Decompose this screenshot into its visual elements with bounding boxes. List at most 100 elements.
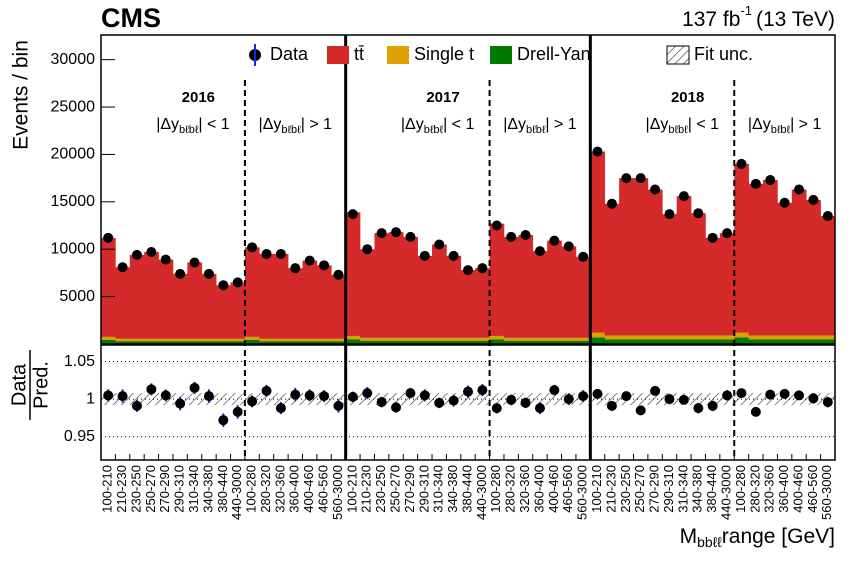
data-point xyxy=(160,254,171,265)
bar-segment xyxy=(417,340,433,344)
bar-segment xyxy=(216,341,231,344)
x-tick-label: 310-340 xyxy=(431,465,446,513)
bar-segment xyxy=(446,340,462,344)
legend-swatch xyxy=(387,46,409,64)
fit-unc-band xyxy=(647,393,663,406)
ratio-point xyxy=(290,389,301,400)
bar-segment xyxy=(244,247,260,337)
data-point xyxy=(419,250,430,261)
x-tick-label: 280-320 xyxy=(747,465,762,513)
bar-segment xyxy=(662,339,677,344)
bar-segment xyxy=(302,338,318,342)
y-tick-label: 5000 xyxy=(59,288,95,305)
bar-segment xyxy=(806,339,821,344)
ratio-label-bottom: Pred. xyxy=(30,361,52,409)
ratio-point xyxy=(549,385,560,396)
bar-segment xyxy=(374,337,390,341)
bar-segment xyxy=(172,338,188,342)
bar-segment xyxy=(158,259,174,339)
ratio-point xyxy=(794,390,805,401)
region-label: |Δybℓbℓ| > 1 xyxy=(259,116,333,136)
bar-segment xyxy=(662,214,677,336)
bar-segment xyxy=(575,337,591,341)
x-tick-label: 270-290 xyxy=(157,465,172,513)
bar-segment xyxy=(331,274,346,339)
x-tick-label: 100-280 xyxy=(733,465,748,513)
x-tick-label: 100-280 xyxy=(488,465,503,513)
bar-segment xyxy=(101,336,116,340)
x-tick-label: 280-320 xyxy=(503,465,518,513)
fit-unc-band xyxy=(129,393,145,406)
bar-segment xyxy=(532,340,548,344)
bar-segment xyxy=(604,339,620,344)
x-tick-label: 560-3000 xyxy=(575,465,590,520)
data-point xyxy=(707,232,718,243)
region-label-sub: bℓbℓ xyxy=(771,124,791,136)
bar-segment xyxy=(216,338,231,342)
x-tick-label: 440-3000 xyxy=(718,465,733,520)
data-point xyxy=(232,277,243,288)
ratio-point xyxy=(333,400,344,411)
bar-segment xyxy=(316,338,332,342)
ratio-point xyxy=(463,386,473,397)
bar-segment xyxy=(216,285,231,339)
ratio-label-top: Data xyxy=(8,363,30,406)
bar-segment xyxy=(633,178,649,336)
legend-label: Single t xyxy=(414,44,474,64)
fit-unc-band xyxy=(532,393,548,406)
bar-segment xyxy=(719,339,735,344)
bar-segment xyxy=(647,335,663,340)
x-tick-label: 340-380 xyxy=(200,465,215,513)
bar-segment xyxy=(302,260,318,339)
x-tick-label: 230-250 xyxy=(618,465,633,513)
ratio-point xyxy=(362,388,373,399)
bar-segment xyxy=(360,337,375,341)
fit-unc-band xyxy=(460,393,476,406)
bar-segment xyxy=(691,339,706,344)
x-tick-label: 460-560 xyxy=(805,465,820,513)
data-point xyxy=(808,194,819,205)
bar-segment xyxy=(475,268,490,338)
region-label-sub: bℓbℓ xyxy=(526,124,546,136)
data-point xyxy=(146,247,157,258)
bar-segment xyxy=(633,339,649,344)
fit-unc-band xyxy=(144,393,159,406)
year-label: 2018 xyxy=(671,89,704,106)
bar-segment xyxy=(388,337,404,341)
x-title-rest: range [GeV] xyxy=(722,525,835,548)
legend-swatch xyxy=(666,45,690,65)
data-point xyxy=(736,158,747,169)
bar-segment xyxy=(201,341,217,344)
ratio-point xyxy=(808,393,819,404)
x-tick-label: 250-270 xyxy=(387,465,402,513)
region-label-main: |Δy xyxy=(646,116,669,133)
ratio-point xyxy=(304,390,315,401)
x-tick-label: 210-230 xyxy=(114,465,129,513)
data-point xyxy=(779,197,790,208)
bar-segment xyxy=(446,255,462,338)
bar-segment xyxy=(187,338,203,342)
data-point xyxy=(794,184,805,195)
ratio-tick-label: 1.05 xyxy=(64,353,95,370)
bar-segment xyxy=(748,339,764,344)
bar-segment xyxy=(777,202,793,336)
bar-segment xyxy=(806,199,821,336)
bar-segment xyxy=(403,236,418,338)
bar-segment xyxy=(374,233,390,338)
bar-segment xyxy=(503,337,519,341)
ratio-tick-label: 1 xyxy=(86,390,95,407)
ratio-point xyxy=(247,396,258,407)
year-label: 2017 xyxy=(426,89,459,106)
bar-segment xyxy=(647,339,663,344)
ratio-point xyxy=(275,403,286,414)
bar-segment xyxy=(806,335,821,340)
bar-segment xyxy=(763,335,778,340)
data-point xyxy=(606,198,617,209)
ratio-point xyxy=(765,389,776,400)
bar-segment xyxy=(820,216,836,336)
bar-segment xyxy=(691,335,706,340)
bar-segment xyxy=(734,163,749,333)
ratio-point xyxy=(534,403,545,414)
ratio-point xyxy=(635,405,646,416)
x-tick-label: 440-3000 xyxy=(229,465,244,520)
